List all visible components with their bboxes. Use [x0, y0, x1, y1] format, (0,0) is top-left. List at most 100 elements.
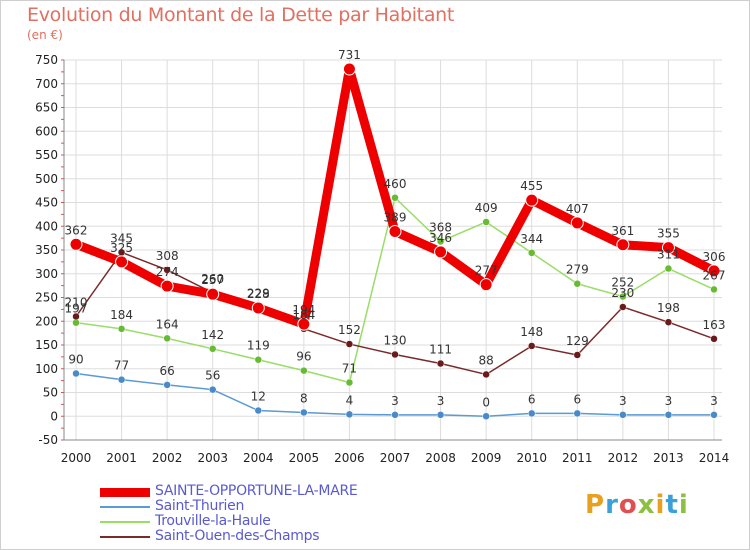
y-tick-label: 400: [35, 219, 58, 233]
series-1-point: [482, 412, 490, 420]
series-1-data-label: 3: [619, 394, 627, 408]
series-3-data-label: 229: [247, 286, 270, 300]
series-0-data-label: 228: [247, 287, 270, 301]
legend-swatch: [100, 536, 150, 538]
series-0-point: [69, 237, 83, 251]
y-tick-label: 700: [35, 77, 58, 91]
y-tick-label: 50: [43, 386, 58, 400]
series-0-data-label: 277: [475, 264, 498, 278]
series-2-point: [163, 334, 171, 343]
series-2-point: [527, 249, 536, 257]
series-3-data-label: 163: [703, 318, 726, 332]
x-tick-label: 2003: [197, 451, 228, 465]
series-0-point: [479, 278, 493, 292]
x-tick-label: 2002: [152, 451, 183, 465]
x-tick-label: 2014: [699, 451, 730, 465]
chart-title: Evolution du Montant de la Dette par Hab…: [27, 4, 455, 26]
series-2-data-label: 119: [247, 339, 270, 353]
y-tick-label: 0: [50, 409, 58, 423]
series-0-data-label: 731: [338, 48, 361, 62]
series-1-data-label: 12: [251, 390, 266, 404]
series-1-data-label: 6: [573, 392, 581, 406]
series-2-point: [482, 218, 490, 226]
y-tick-label: 150: [35, 338, 58, 352]
y-tick-label: 200: [35, 314, 58, 328]
legend-label: SAINTE-OPPORTUNE-LA-MARE: [155, 483, 358, 499]
legend-label: Trouville-la-Haule: [155, 513, 271, 529]
series-1-point: [619, 411, 627, 419]
x-tick-label: 2001: [106, 451, 137, 465]
logo-letter: P: [585, 490, 606, 520]
x-tick-label: 2006: [334, 451, 365, 465]
series-0-data-label: 455: [520, 179, 543, 193]
series-1-point: [254, 406, 263, 415]
y-tick-label: 650: [35, 101, 58, 115]
series-0-data-label: 346: [429, 231, 452, 245]
series-0-point: [616, 238, 630, 252]
series-1-point: [300, 408, 308, 417]
x-tick-label: 2005: [289, 451, 320, 465]
series-1-point: [72, 369, 80, 378]
series-0-data-label: 361: [611, 224, 634, 238]
y-tick-label: 750: [35, 53, 58, 67]
series-3-data-label: 111: [429, 343, 452, 357]
series-1-data-label: 3: [391, 394, 399, 408]
series-0-data-label: 194: [292, 303, 315, 317]
series-0-point: [661, 241, 675, 255]
series-0-data-label: 362: [65, 223, 88, 237]
series-1-data-label: 66: [160, 364, 175, 378]
logo-letter: t: [665, 490, 679, 520]
x-tick-label: 2008: [425, 451, 456, 465]
series-1-point: [573, 409, 582, 418]
logo-letter: r: [605, 490, 619, 520]
series-2-data-label: 252: [611, 276, 634, 290]
x-tick-label: 2012: [608, 451, 639, 465]
series-3-data-label: 184: [292, 308, 315, 322]
series-1-data-label: 90: [68, 353, 83, 367]
series-2-point: [619, 292, 627, 301]
series-1-data-label: 77: [114, 359, 129, 373]
x-tick-label: 2007: [380, 451, 411, 465]
series-2-data-label: 197: [65, 302, 88, 316]
series-3-data-label: 230: [611, 286, 634, 300]
series-2-data-label: 96: [296, 350, 311, 364]
series-3-data-label: 129: [566, 334, 589, 348]
x-tick-label: 2013: [653, 451, 684, 465]
proxiti-logo: Proxiti: [585, 490, 689, 520]
logo-letter: o: [618, 490, 638, 520]
series-3-data-label: 260: [201, 272, 224, 286]
series-3-point: [163, 266, 171, 274]
series-2-point: [345, 378, 354, 387]
series-1-data-label: 3: [665, 394, 673, 408]
series-2-data-label: 142: [201, 328, 224, 342]
series-2-point: [573, 279, 582, 288]
series-0-data-label: 306: [703, 250, 726, 264]
series-2-point: [117, 325, 126, 333]
y-tick-label: 500: [35, 172, 58, 186]
series-3-point: [573, 351, 582, 359]
y-tick-label: 350: [35, 243, 58, 257]
series-3-data-label: 210: [65, 296, 88, 310]
series-2-data-label: 279: [566, 263, 589, 277]
series-2-data-label: 71: [342, 362, 357, 376]
series-1-point: [527, 409, 536, 418]
series-2-data-label: 460: [384, 177, 407, 191]
series-0-data-label: 389: [384, 210, 407, 224]
series-2-data-label: 311: [657, 248, 680, 262]
series-1-data-label: 8: [300, 391, 308, 405]
series-2-data-label: 344: [520, 232, 543, 246]
series-1-point: [391, 411, 399, 419]
legend-label: Saint-Thurien: [155, 498, 245, 514]
series-3-point: [72, 312, 80, 321]
series-3-data-label: 148: [520, 325, 543, 339]
legend-swatch: [100, 506, 150, 508]
series-1-data-label: 0: [482, 395, 490, 409]
series-1-point: [436, 411, 445, 419]
series-1-data-label: 56: [205, 369, 220, 383]
y-tick-label: 100: [35, 362, 58, 376]
y-tick-label: 450: [35, 196, 58, 210]
series-3-data-label: 152: [338, 323, 361, 337]
series-0-point: [434, 245, 448, 259]
series-3-data-label: 198: [657, 301, 680, 315]
